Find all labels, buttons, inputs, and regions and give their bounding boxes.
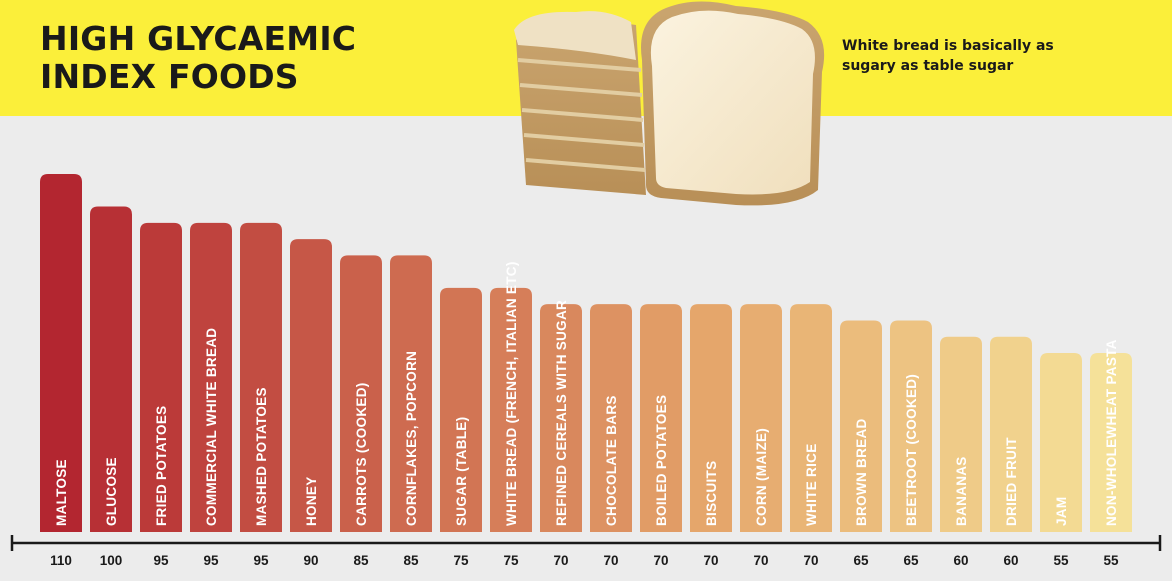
value-tick-label: 70: [703, 553, 718, 568]
bar: [440, 287, 482, 532]
bar-category-label: SUGAR (TABLE): [454, 417, 469, 526]
bar: [1090, 353, 1132, 532]
bar: [340, 255, 382, 532]
value-tick-label: 70: [653, 553, 668, 568]
bar-group: COMMERCIAL WHITE BREAD: [190, 222, 232, 532]
white-bread-image: [514, 1, 825, 206]
bar-group: MASHED POTATOES: [240, 222, 282, 532]
value-tick-label: 110: [50, 553, 72, 568]
value-tick-label: 90: [303, 553, 318, 568]
bar-category-label: CORN (MAIZE): [754, 428, 769, 526]
bar-group: GLUCOSE: [90, 206, 132, 532]
bar-group: DRIED FRUIT: [990, 336, 1032, 532]
bar-group: HONEY: [290, 239, 332, 532]
value-tick-label: 95: [153, 553, 169, 568]
value-tick-label: 85: [403, 553, 419, 568]
value-tick-label: 95: [203, 553, 219, 568]
bar-category-label: REFINED CEREALS WITH SUGAR: [554, 300, 569, 526]
value-tick-label: 75: [503, 553, 519, 568]
bar-category-label: CORNFLAKES, POPCORN: [404, 351, 419, 526]
bar: [490, 287, 532, 532]
bar-group: WHITE BREAD (FRENCH, ITALIAN ETC): [490, 261, 532, 532]
bar-group: CARROTS (COOKED): [340, 255, 382, 532]
bar-category-label: BISCUITS: [704, 461, 719, 526]
bar-category-label: MALTOSE: [54, 459, 69, 526]
bar: [90, 206, 132, 532]
bar-group: NON-WHOLEWHEAT PASTA: [1090, 339, 1132, 532]
bar-category-label: MASHED POTATOES: [254, 387, 269, 526]
bar-category-label: NON-WHOLEWHEAT PASTA: [1104, 339, 1119, 526]
bar-group: MALTOSE: [40, 174, 82, 532]
title-line-2: INDEX FOODS: [40, 57, 299, 96]
bar: [1040, 353, 1082, 532]
bar: [940, 336, 982, 532]
bar-category-label: DRIED FRUIT: [1004, 437, 1019, 526]
bar-category-label: HONEY: [304, 476, 319, 526]
bar-group: WHITE RICE: [790, 304, 832, 532]
bar: [540, 304, 582, 532]
bread-caption: White bread is basically as sugary as ta…: [842, 38, 1054, 74]
bar-group: BROWN BREAD: [840, 320, 882, 532]
value-tick-label: 70: [803, 553, 818, 568]
bar-category-label: JAM: [1054, 497, 1069, 526]
bar: [640, 304, 682, 532]
tick-labels: 110 100 95 95 95 90 85 85 75 75 70 70 70 70 70 70 65 65 60…: [50, 553, 1119, 568]
bar-group: FRIED POTATOES: [140, 222, 182, 532]
bar: [590, 304, 632, 532]
bar: [890, 320, 932, 532]
value-tick-label: 75: [453, 553, 469, 568]
value-tick-label: 60: [1003, 553, 1018, 568]
title-line-1: HIGH GLYCAEMIC: [40, 19, 357, 58]
value-tick-label: 65: [903, 553, 919, 568]
value-tick-label: 70: [603, 553, 618, 568]
value-tick-label: 65: [853, 553, 869, 568]
bar-group: CHOCOLATE BARS: [590, 304, 632, 532]
value-tick-label: 85: [353, 553, 369, 568]
bar-category-label: CHOCOLATE BARS: [604, 395, 619, 526]
bar: [290, 239, 332, 532]
bar: [840, 320, 882, 532]
bar: [390, 255, 432, 532]
bar-category-label: BROWN BREAD: [854, 418, 869, 526]
bar-category-label: COMMERCIAL WHITE BREAD: [204, 328, 219, 526]
value-tick-label: 60: [953, 553, 968, 568]
bar-category-label: WHITE BREAD (FRENCH, ITALIAN ETC): [504, 261, 519, 526]
bar-category-label: WHITE RICE: [804, 444, 819, 527]
bar-group: REFINED CEREALS WITH SUGAR: [540, 300, 582, 532]
bar: [790, 304, 832, 532]
bar: [690, 304, 732, 532]
bar-group: CORNFLAKES, POPCORN: [390, 255, 432, 532]
bar-group: BANANAS: [940, 336, 982, 532]
value-tick-label: 100: [100, 553, 123, 568]
bar: [40, 174, 82, 532]
bar-category-label: BANANAS: [954, 456, 969, 526]
bar-category-label: BEETROOT (COOKED): [904, 374, 919, 526]
bar-category-label: CARROTS (COOKED): [354, 382, 369, 526]
bar: [990, 336, 1032, 532]
value-tick-label: 95: [253, 553, 269, 568]
value-tick-label: 70: [753, 553, 768, 568]
bar-group: SUGAR (TABLE): [440, 287, 482, 532]
bar: [240, 222, 282, 532]
bar-category-label: FRIED POTATOES: [154, 406, 169, 526]
bar: [190, 222, 232, 532]
bar-group: BOILED POTATOES: [640, 304, 682, 532]
bars-layer: MALTOSE GLUCOSE FRIED POTATOES COMMERCIAL W…: [40, 174, 1132, 532]
x-axis: [10, 535, 1162, 551]
bar-group: BISCUITS: [690, 304, 732, 532]
value-tick-label: 70: [553, 553, 568, 568]
page-title: HIGH GLYCAEMIC INDEX FOODS: [40, 20, 356, 96]
bar-category-label: GLUCOSE: [104, 457, 119, 526]
bar-category-label: BOILED POTATOES: [654, 395, 669, 526]
value-tick-label: 55: [1053, 553, 1069, 568]
bar: [140, 222, 182, 532]
bar-group: JAM: [1040, 353, 1082, 532]
value-tick-label: 55: [1103, 553, 1119, 568]
bar-group: CORN (MAIZE): [740, 304, 782, 532]
bar: [740, 304, 782, 532]
bar-group: BEETROOT (COOKED): [890, 320, 932, 532]
